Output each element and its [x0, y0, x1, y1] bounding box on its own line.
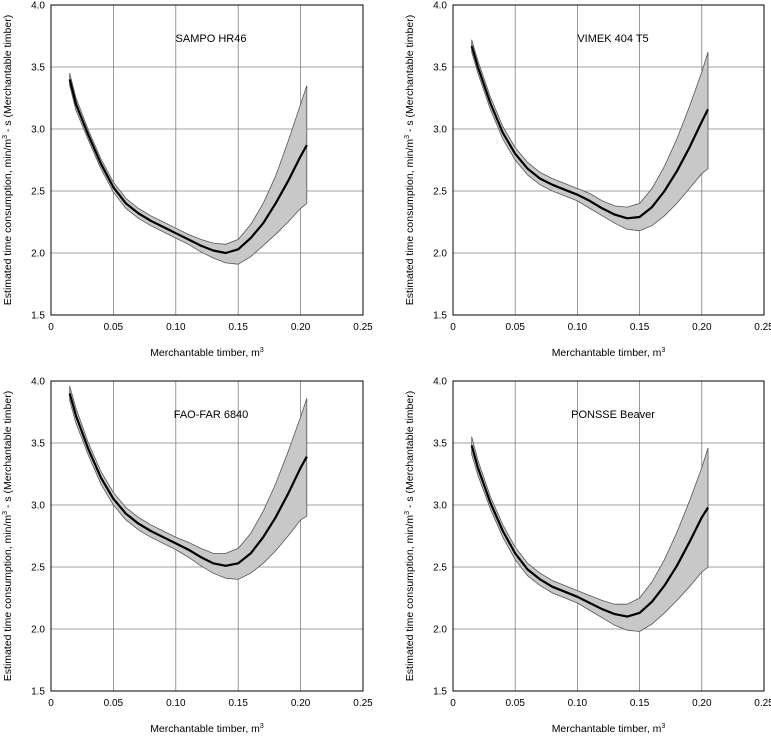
x-tick-label: 0.25: [353, 322, 373, 333]
y-tick-label: 4.0: [31, 377, 45, 388]
x-tick-label: 0.10: [166, 698, 186, 709]
confidence-band: [471, 39, 709, 232]
x-tick-label: 0: [48, 698, 54, 709]
series-line: [68, 393, 308, 567]
x-axis-label: Merchantable timber, m3: [552, 723, 666, 735]
y-axis-label: Estimated time consumption, min/m3 - s (…: [2, 391, 14, 681]
x-tick-label: 0.05: [104, 698, 124, 709]
x-tick-label: 0.20: [692, 698, 712, 709]
x-tick-label: 0.05: [505, 322, 525, 333]
y-tick-label: 2.5: [31, 187, 45, 198]
chart-title: FAO-FAR 6840: [174, 409, 249, 421]
x-tick-label: 0.05: [104, 322, 124, 333]
x-tick-label: 0.10: [568, 322, 588, 333]
y-axis-label: Estimated time consumption, min/m3 - s (…: [2, 15, 14, 305]
y-tick-label: 4.0: [433, 377, 447, 388]
y-tick-label: 2.5: [433, 563, 447, 574]
series-line: [470, 45, 709, 220]
plot-frame: [50, 380, 364, 692]
chart-panel-4: 0 0.05 0.10 0.15 0.20 0.25 1.5 2.0 2.5 3.0 3.5 4.0 P…: [404, 377, 771, 736]
x-tick-label: 0.25: [754, 698, 771, 709]
series-line: [470, 445, 709, 618]
x-tick-label: 0.25: [754, 322, 771, 333]
y-tick-label: 3.0: [433, 501, 447, 512]
x-axis-label: Merchantable timber, m3: [552, 347, 666, 359]
confidence-band: [69, 385, 308, 580]
y-axis-label: Estimated time consumption, min/m3 - s (…: [404, 391, 416, 681]
y-tick-label: 2.0: [433, 249, 447, 260]
x-tick-label: 0.25: [353, 698, 373, 709]
x-tick-label: 0.05: [505, 698, 525, 709]
y-axis-label: Estimated time consumption, min/m3 - s (…: [404, 15, 416, 305]
x-tick-label: 0: [450, 698, 456, 709]
x-tick-label: 0: [450, 322, 456, 333]
y-tick-label: 3.0: [31, 125, 45, 136]
x-tick-label: 0.20: [291, 322, 311, 333]
y-tick-label: 2.0: [31, 625, 45, 636]
y-tick-label: 2.0: [433, 625, 447, 636]
plot-frame: [452, 4, 765, 316]
x-tick-label: 0.20: [291, 698, 311, 709]
chart-title: VIMEK 404 T5: [577, 33, 648, 45]
y-tick-label: 1.5: [31, 311, 45, 322]
y-tick-label: 1.5: [433, 687, 447, 698]
y-tick-label: 4.0: [31, 1, 45, 12]
x-tick-label: 0: [48, 322, 54, 333]
plot-frame: [50, 4, 364, 316]
x-tick-label: 0.15: [228, 698, 248, 709]
x-axis-label: Merchantable timber, m3: [150, 347, 264, 359]
x-tick-label: 0.10: [568, 698, 588, 709]
chart-title: SAMPO HR46: [176, 33, 247, 45]
confidence-band: [69, 73, 308, 265]
x-tick-label: 0.15: [228, 322, 248, 333]
chart-panel-2: 0 0.05 0.10 0.15 0.20 0.25 1.5 2.0 2.5 3.0 3.5 4.0 V…: [404, 1, 771, 360]
chart-panel-1: 0 0.05 0.10 0.15 0.20 0.25 1.5 2.0 2.5 3.0 3.5 4.0 S…: [2, 1, 373, 360]
x-tick-label: 0.15: [630, 322, 650, 333]
y-tick-label: 3.0: [31, 501, 45, 512]
y-tick-label: 2.0: [31, 249, 45, 260]
series-line: [68, 79, 308, 255]
y-tick-label: 2.5: [31, 563, 45, 574]
chart-panel-3: 0 0.05 0.10 0.15 0.20 0.25 1.5 2.0 2.5 3.0 3.5 4.0 F…: [2, 377, 373, 736]
y-tick-label: 3.5: [433, 63, 447, 74]
x-tick-label: 0.20: [692, 322, 712, 333]
y-tick-label: 2.5: [433, 187, 447, 198]
y-tick-label: 1.5: [31, 687, 45, 698]
x-tick-label: 0.15: [630, 698, 650, 709]
y-tick-label: 3.0: [433, 125, 447, 136]
y-tick-label: 4.0: [433, 1, 447, 12]
x-tick-label: 0.10: [166, 322, 186, 333]
y-tick-label: 3.5: [31, 63, 45, 74]
plot-frame: [452, 380, 765, 692]
x-axis-label: Merchantable timber, m3: [150, 723, 264, 735]
y-tick-label: 3.5: [433, 439, 447, 450]
y-tick-label: 1.5: [433, 311, 447, 322]
y-tick-label: 3.5: [31, 439, 45, 450]
confidence-band: [471, 436, 709, 632]
chart-title: PONSSE Beaver: [571, 409, 655, 421]
